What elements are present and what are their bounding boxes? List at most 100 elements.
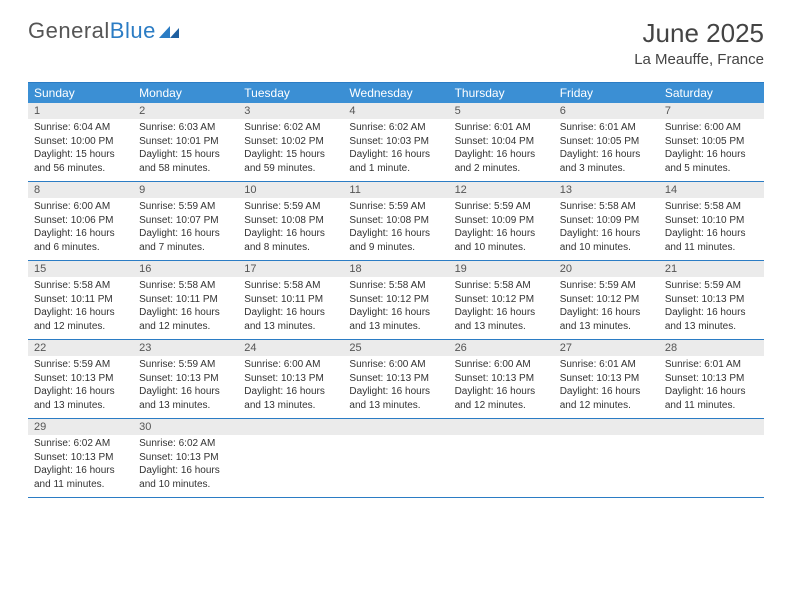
day-cell: Sunrise: 5:59 AMSunset: 10:09 PMDaylight… — [449, 198, 554, 260]
sunrise-line: Sunrise: 5:59 AM — [349, 200, 442, 214]
sunset-line: Sunset: 10:12 PM — [349, 293, 442, 307]
day-cell — [343, 435, 448, 497]
day-cell: Sunrise: 5:59 AMSunset: 10:13 PMDaylight… — [659, 277, 764, 339]
day-number: 18 — [343, 261, 448, 277]
day-number: 23 — [133, 340, 238, 356]
sunrise-line: Sunrise: 6:00 AM — [349, 358, 442, 372]
day-cell: Sunrise: 6:00 AMSunset: 10:13 PMDaylight… — [238, 356, 343, 418]
sunrise-line: Sunrise: 5:58 AM — [244, 279, 337, 293]
day-number — [554, 419, 659, 435]
day-number: 4 — [343, 103, 448, 119]
day-cell — [554, 435, 659, 497]
daylight-line: Daylight: 15 hours and 58 minutes. — [139, 148, 232, 175]
daylight-line: Daylight: 16 hours and 2 minutes. — [455, 148, 548, 175]
logo-part1: General — [28, 18, 110, 44]
day-header: Thursday — [449, 83, 554, 103]
week-row: 22232425262728Sunrise: 5:59 AMSunset: 10… — [28, 340, 764, 419]
daylight-line: Daylight: 16 hours and 11 minutes. — [665, 227, 758, 254]
daylight-line: Daylight: 16 hours and 1 minute. — [349, 148, 442, 175]
daylight-line: Daylight: 16 hours and 10 minutes. — [560, 227, 653, 254]
sunset-line: Sunset: 10:09 PM — [455, 214, 548, 228]
day-cell: Sunrise: 6:01 AMSunset: 10:04 PMDaylight… — [449, 119, 554, 181]
day-header: Saturday — [659, 83, 764, 103]
sunrise-line: Sunrise: 5:59 AM — [139, 200, 232, 214]
sunset-line: Sunset: 10:11 PM — [139, 293, 232, 307]
daylight-line: Daylight: 16 hours and 3 minutes. — [560, 148, 653, 175]
day-number: 9 — [133, 182, 238, 198]
day-number: 11 — [343, 182, 448, 198]
day-cell: Sunrise: 5:58 AMSunset: 10:09 PMDaylight… — [554, 198, 659, 260]
sunrise-line: Sunrise: 6:00 AM — [455, 358, 548, 372]
sunset-line: Sunset: 10:06 PM — [34, 214, 127, 228]
weeks-container: 1234567Sunrise: 6:04 AMSunset: 10:00 PMD… — [28, 103, 764, 498]
day-header: Sunday — [28, 83, 133, 103]
day-number: 22 — [28, 340, 133, 356]
day-cell: Sunrise: 5:58 AMSunset: 10:10 PMDaylight… — [659, 198, 764, 260]
sunset-line: Sunset: 10:04 PM — [455, 135, 548, 149]
sunset-line: Sunset: 10:13 PM — [560, 372, 653, 386]
day-number: 12 — [449, 182, 554, 198]
day-header: Tuesday — [238, 83, 343, 103]
sunrise-line: Sunrise: 6:03 AM — [139, 121, 232, 135]
daylight-line: Daylight: 16 hours and 7 minutes. — [139, 227, 232, 254]
sunset-line: Sunset: 10:09 PM — [560, 214, 653, 228]
sunset-line: Sunset: 10:08 PM — [244, 214, 337, 228]
sunrise-line: Sunrise: 5:58 AM — [349, 279, 442, 293]
daylight-line: Daylight: 16 hours and 11 minutes. — [34, 464, 127, 491]
daylight-line: Daylight: 16 hours and 12 minutes. — [34, 306, 127, 333]
day-cell: Sunrise: 6:02 AMSunset: 10:13 PMDaylight… — [28, 435, 133, 497]
day-cell: Sunrise: 6:01 AMSunset: 10:05 PMDaylight… — [554, 119, 659, 181]
logo: GeneralBlue — [28, 18, 181, 44]
daylight-line: Daylight: 15 hours and 59 minutes. — [244, 148, 337, 175]
daylight-line: Daylight: 16 hours and 13 minutes. — [455, 306, 548, 333]
day-number: 28 — [659, 340, 764, 356]
day-number: 3 — [238, 103, 343, 119]
day-number: 6 — [554, 103, 659, 119]
day-cell — [659, 435, 764, 497]
daylight-line: Daylight: 16 hours and 13 minutes. — [244, 306, 337, 333]
week-row: 1234567Sunrise: 6:04 AMSunset: 10:00 PMD… — [28, 103, 764, 182]
sunrise-line: Sunrise: 5:58 AM — [560, 200, 653, 214]
sunrise-line: Sunrise: 5:59 AM — [244, 200, 337, 214]
sunset-line: Sunset: 10:03 PM — [349, 135, 442, 149]
sunrise-line: Sunrise: 6:00 AM — [244, 358, 337, 372]
day-cell: Sunrise: 6:00 AMSunset: 10:13 PMDaylight… — [343, 356, 448, 418]
day-cell: Sunrise: 6:02 AMSunset: 10:02 PMDaylight… — [238, 119, 343, 181]
daylight-line: Daylight: 16 hours and 8 minutes. — [244, 227, 337, 254]
day-header: Wednesday — [343, 83, 448, 103]
sunset-line: Sunset: 10:10 PM — [665, 214, 758, 228]
day-number: 17 — [238, 261, 343, 277]
day-number: 16 — [133, 261, 238, 277]
day-number — [343, 419, 448, 435]
day-cell: Sunrise: 5:58 AMSunset: 10:12 PMDaylight… — [449, 277, 554, 339]
day-cell: Sunrise: 6:02 AMSunset: 10:03 PMDaylight… — [343, 119, 448, 181]
sunrise-line: Sunrise: 5:58 AM — [34, 279, 127, 293]
month-title: June 2025 — [634, 18, 764, 49]
sunset-line: Sunset: 10:00 PM — [34, 135, 127, 149]
day-number — [659, 419, 764, 435]
day-cell: Sunrise: 5:58 AMSunset: 10:12 PMDaylight… — [343, 277, 448, 339]
sunset-line: Sunset: 10:13 PM — [139, 451, 232, 465]
location: La Meauffe, France — [634, 51, 764, 68]
day-header: Monday — [133, 83, 238, 103]
day-number: 20 — [554, 261, 659, 277]
sunset-line: Sunset: 10:08 PM — [349, 214, 442, 228]
daylight-line: Daylight: 16 hours and 13 minutes. — [34, 385, 127, 412]
sunrise-line: Sunrise: 6:02 AM — [349, 121, 442, 135]
sunrise-line: Sunrise: 6:02 AM — [139, 437, 232, 451]
calendar: SundayMondayTuesdayWednesdayThursdayFrid… — [28, 82, 764, 498]
day-cell: Sunrise: 5:58 AMSunset: 10:11 PMDaylight… — [28, 277, 133, 339]
daylight-line: Daylight: 15 hours and 56 minutes. — [34, 148, 127, 175]
sunrise-line: Sunrise: 5:58 AM — [139, 279, 232, 293]
day-number: 30 — [133, 419, 238, 435]
sunrise-line: Sunrise: 6:00 AM — [34, 200, 127, 214]
daylight-line: Daylight: 16 hours and 13 minutes. — [244, 385, 337, 412]
header: GeneralBlue June 2025 La Meauffe, France — [0, 0, 792, 76]
sunrise-line: Sunrise: 6:02 AM — [244, 121, 337, 135]
day-cell: Sunrise: 6:02 AMSunset: 10:13 PMDaylight… — [133, 435, 238, 497]
daylight-line: Daylight: 16 hours and 13 minutes. — [139, 385, 232, 412]
day-header-row: SundayMondayTuesdayWednesdayThursdayFrid… — [28, 83, 764, 103]
sunrise-line: Sunrise: 6:04 AM — [34, 121, 127, 135]
sunset-line: Sunset: 10:13 PM — [34, 372, 127, 386]
sunset-line: Sunset: 10:13 PM — [349, 372, 442, 386]
